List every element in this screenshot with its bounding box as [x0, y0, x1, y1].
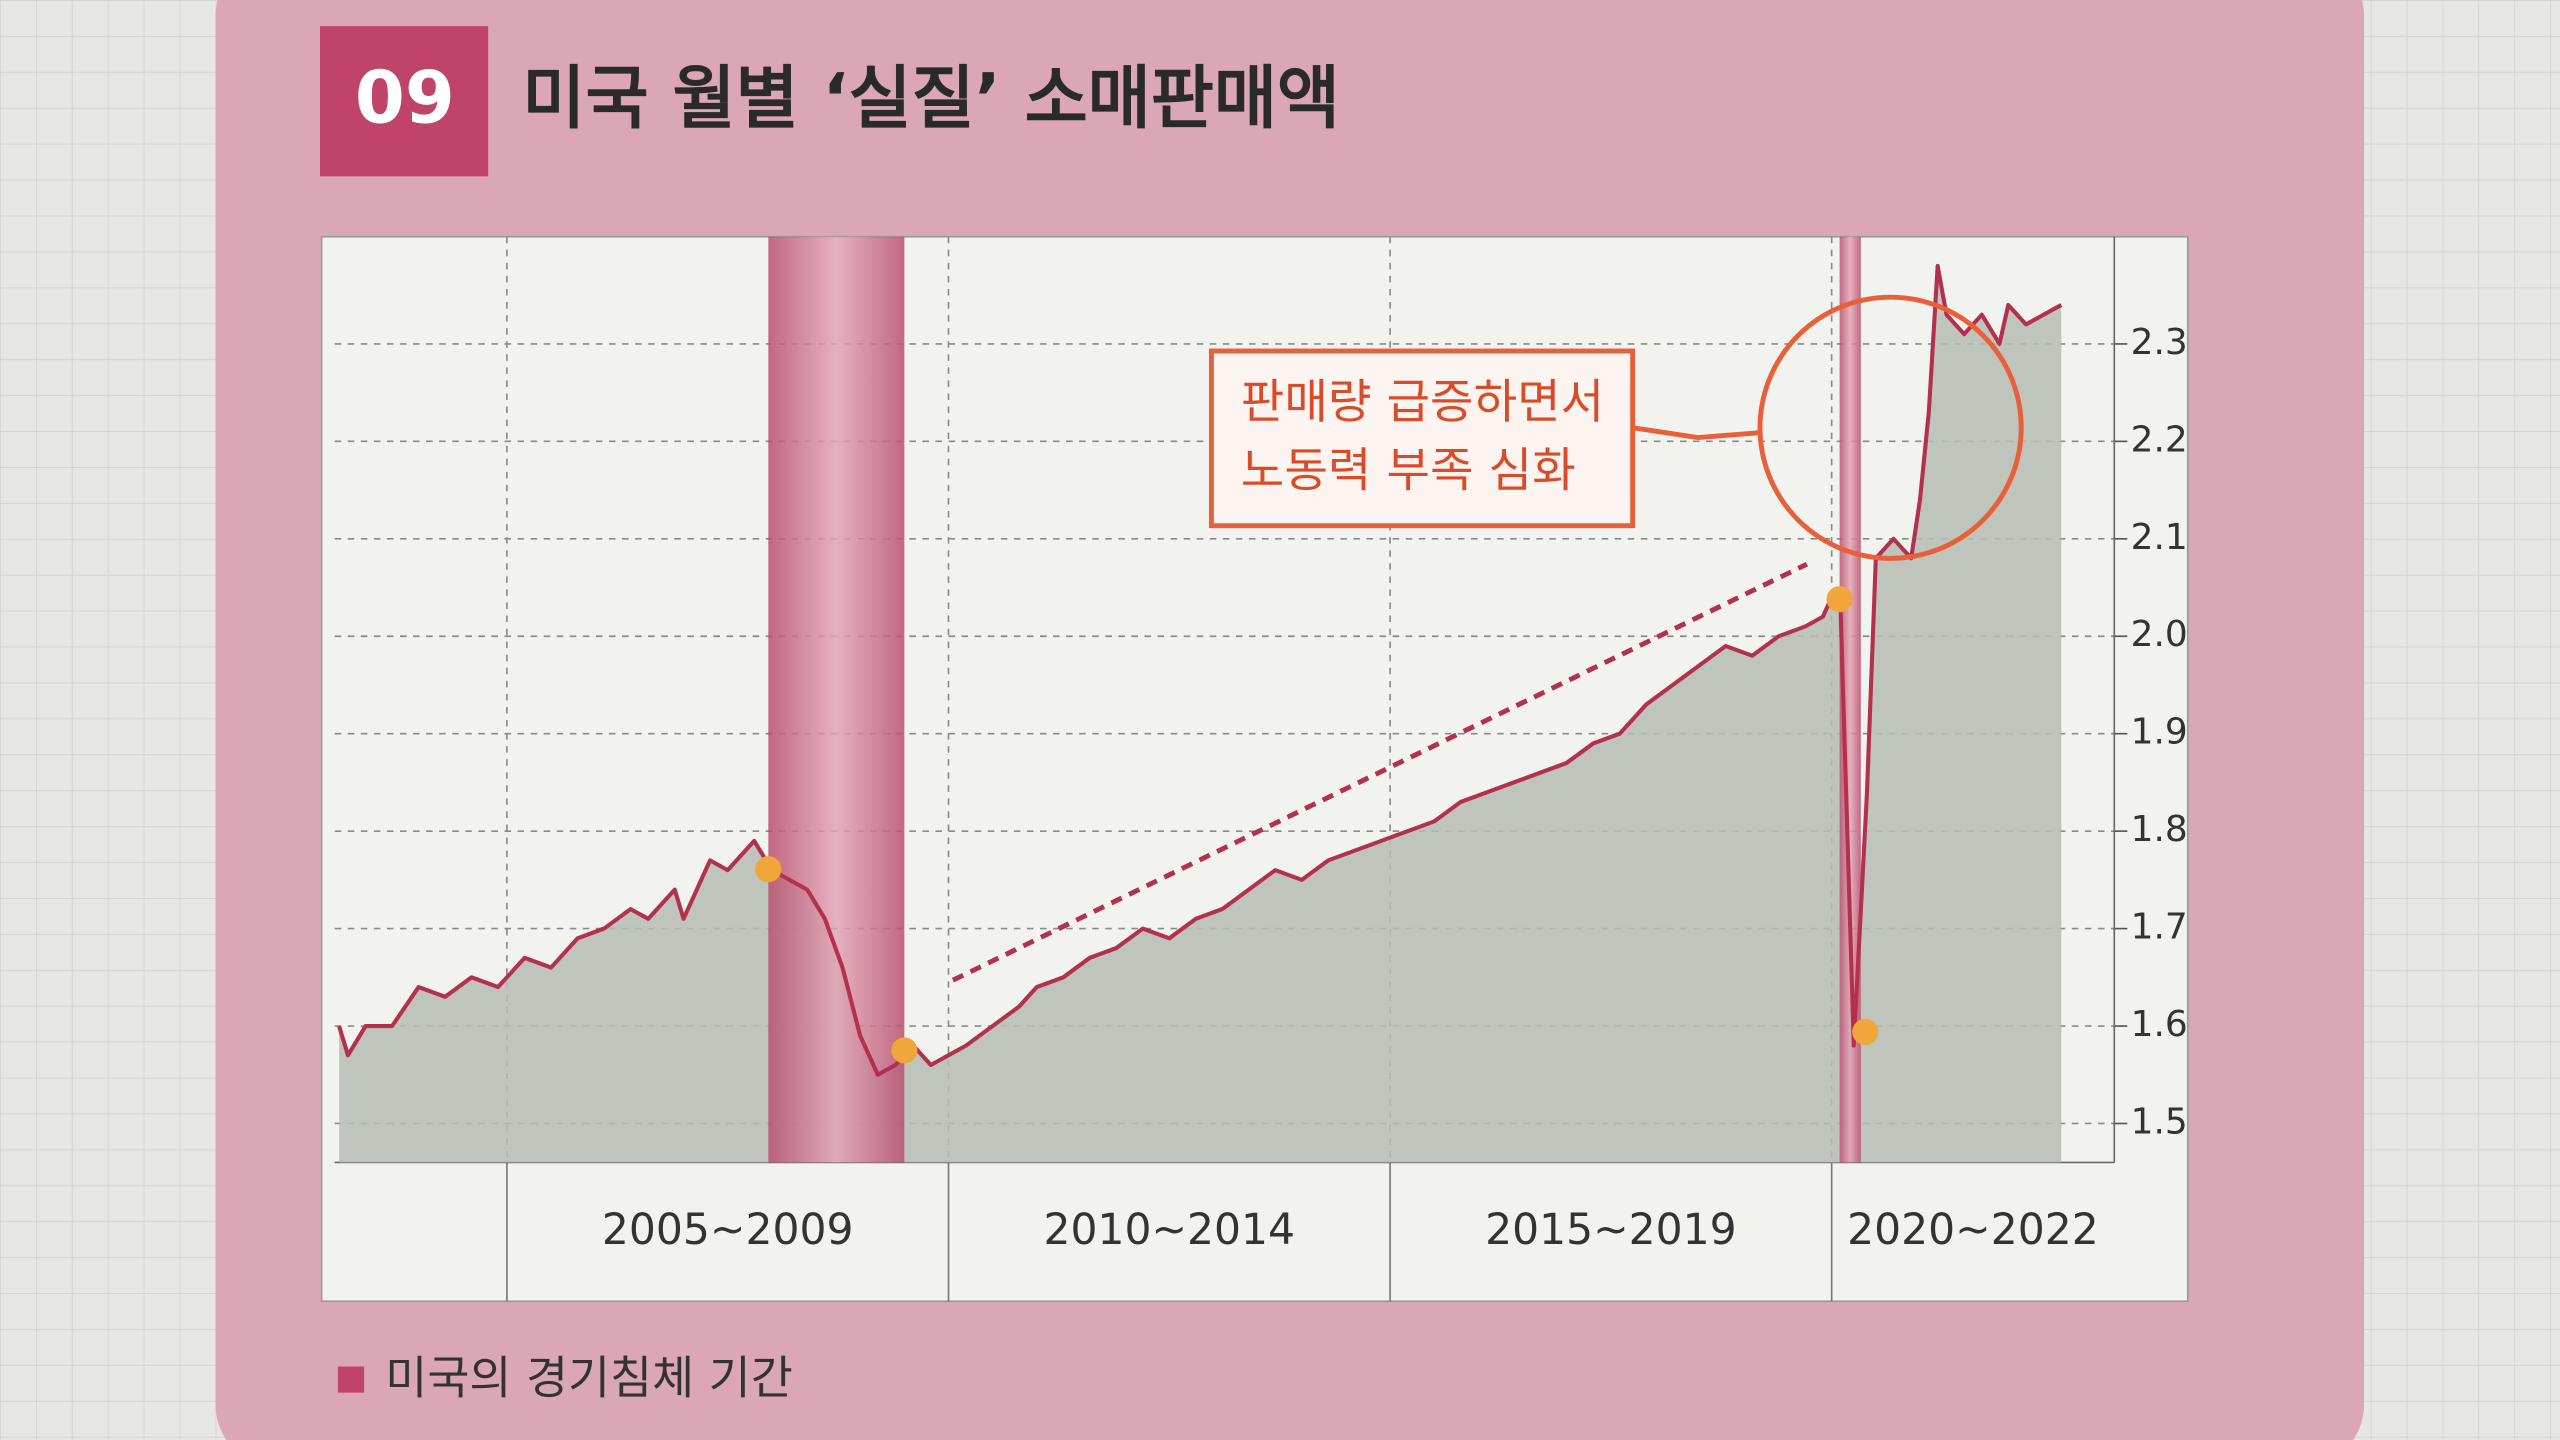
highlight-point [891, 1037, 918, 1064]
trend-line [951, 561, 1809, 983]
y-tick-label: 2.3 [2131, 322, 2188, 363]
x-group-label: 2015~2019 [1485, 1206, 1737, 1255]
y-tick-label: 1.9 [2131, 712, 2188, 753]
highlight-point [755, 856, 782, 883]
chart-title: 미국 월별 ‘실질’ 소매판매액 [522, 59, 1340, 139]
y-tick-label: 2.1 [2131, 517, 2188, 558]
recession-band [1839, 236, 1861, 1163]
legend-label: 미국의 경기침체 기간 [385, 1352, 792, 1405]
y-tick-label: 1.7 [2131, 907, 2188, 948]
highlight-point [1852, 1018, 1879, 1045]
highlight-point [1826, 586, 1853, 613]
x-group-label: 2010~2014 [1044, 1206, 1296, 1255]
x-group-label: 2020~2022 [1847, 1206, 2099, 1255]
callout-circle [1757, 294, 2024, 561]
y-tick-label: 1.6 [2131, 1004, 2188, 1045]
y-tick-label: 1.8 [2131, 809, 2188, 850]
y-tick-label: 2.0 [2131, 614, 2188, 655]
x-group-label: 2005~2009 [602, 1206, 854, 1255]
y-tick-label: 2.2 [2131, 419, 2188, 460]
recession-band [768, 236, 905, 1163]
legend-swatch [337, 1366, 365, 1393]
badge [320, 26, 489, 177]
annotation-text: 판매량 급증하면서 [1241, 375, 1604, 430]
annotation-box [1208, 348, 1636, 529]
callout-connector [1632, 425, 1761, 441]
plot: 1.5 1.6 1.7 1.8 1.9 2.0 2.1 2.2 2.3 2005~2009 2010… [334, 236, 2188, 1302]
badge-text: 09 [355, 55, 455, 139]
line [337, 263, 2063, 1077]
y-tick-label: 1.5 [2131, 1101, 2188, 1142]
annotation-text: 노동력 부족 심화 [1241, 443, 1576, 498]
